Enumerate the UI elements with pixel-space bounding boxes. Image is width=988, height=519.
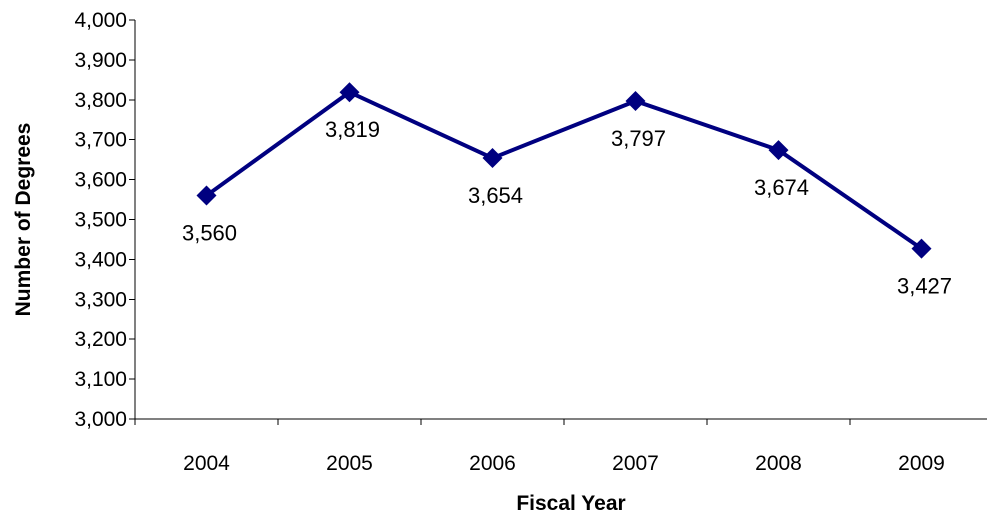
y-tick-label: 3,600 [74,169,127,192]
x-tick-label: 2009 [898,452,945,475]
data-point-marker [768,140,789,161]
data-label: 3,819 [325,117,380,142]
x-axis-title: Fiscal Year [516,492,625,515]
y-tick-label: 3,700 [74,129,127,152]
data-point-marker [482,148,503,169]
data-point-marker [911,238,932,259]
y-tick-label: 3,200 [74,328,127,351]
y-axis-title: Number of Degrees [12,123,35,317]
series-line [205,89,923,251]
data-label: 3,797 [611,126,666,151]
data-series [196,82,932,259]
data-label: 3,654 [468,183,523,208]
data-labels: 3,560 3,819 3,654 3,797 3,674 3,427 [182,117,952,298]
data-label: 3,674 [754,175,809,200]
x-axis-ticks: 2004 2005 2006 2007 2008 2009 [134,419,945,475]
y-tick-label: 3,300 [74,288,127,311]
data-point-marker [196,185,217,206]
y-tick-label: 3,900 [74,49,127,72]
data-point-marker [339,82,360,103]
y-tick-label: 3,000 [74,408,127,431]
y-tick-label: 3,100 [74,368,127,391]
data-point-marker [625,90,646,111]
y-axis-ticks: 3,000 3,100 3,200 3,300 3,400 3,500 3,600 3,700… [74,9,135,431]
data-label: 3,560 [182,221,237,246]
y-tick-label: 3,400 [74,248,127,271]
y-tick-label: 4,000 [74,9,127,32]
data-label: 3,427 [897,274,952,299]
x-tick-label: 2005 [326,452,373,475]
x-tick-label: 2004 [183,452,230,475]
x-tick-label: 2008 [755,452,802,475]
y-tick-label: 3,800 [74,89,127,112]
x-tick-label: 2007 [612,452,659,475]
y-tick-label: 3,500 [74,209,127,232]
x-tick-label: 2006 [469,452,516,475]
